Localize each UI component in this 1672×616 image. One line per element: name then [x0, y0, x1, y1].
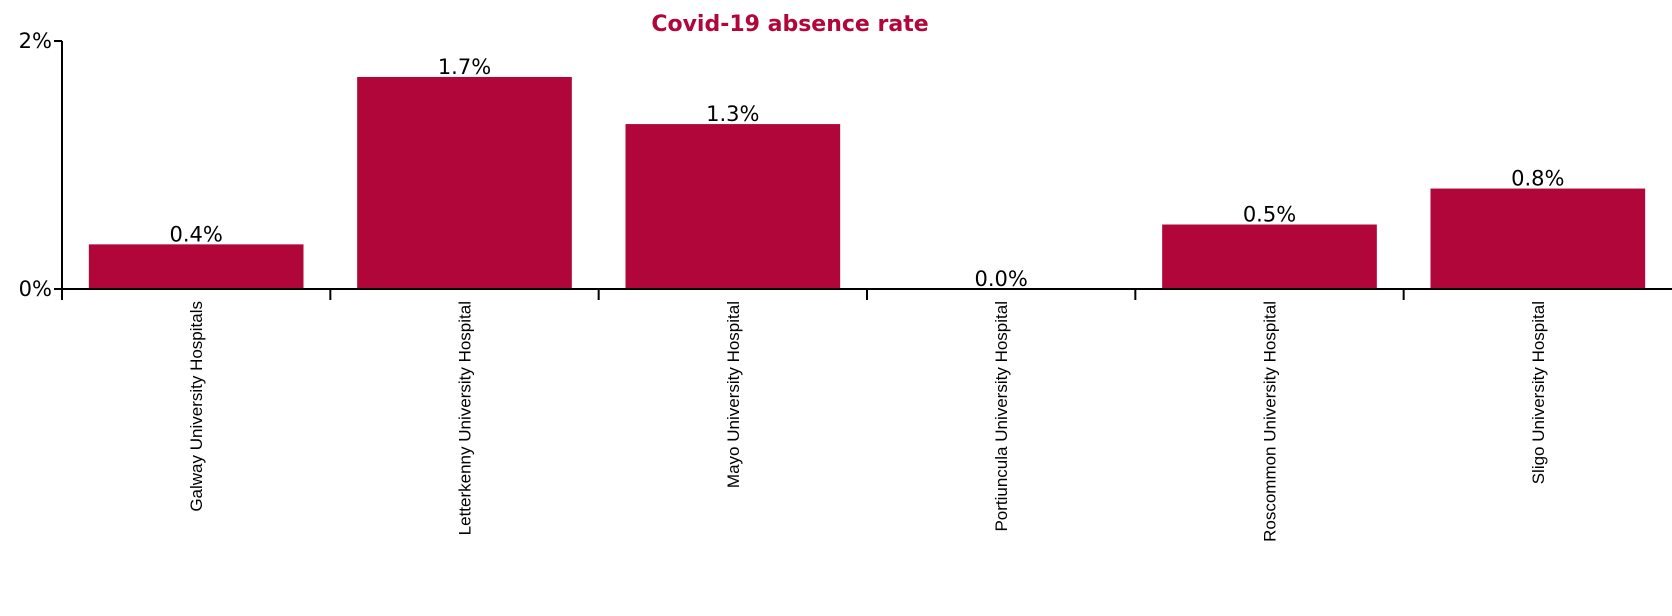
x-tick-label: Galway University Hospitals	[187, 301, 206, 512]
x-tick-label: Roscommon University Hospital	[1261, 301, 1280, 542]
bar	[88, 244, 304, 289]
x-tick-label: Portiuncula University Hospital	[992, 301, 1011, 532]
data-labels: 0.4% 1.7% 1.3% 0.0% 0.5% 0.8%	[169, 55, 1564, 291]
bar-data-label: 0.4%	[169, 222, 222, 246]
bar-data-label: 0.8%	[1511, 167, 1564, 191]
bar	[1430, 188, 1646, 289]
y-tick-label: 0%	[19, 277, 52, 301]
x-axis: Galway University Hospitals Letterkenny U…	[61, 288, 1672, 542]
x-tick-label: Letterkenny University Hospital	[456, 301, 475, 535]
bar	[1162, 224, 1377, 289]
bar	[625, 124, 841, 289]
chart-title: Covid-19 absence rate	[651, 12, 928, 37]
y-axis: 0% 2%	[19, 29, 63, 301]
x-tick-label: Mayo University Hospital	[724, 301, 743, 488]
y-tick-label: 2%	[19, 29, 52, 53]
bar-data-label: 0.0%	[974, 267, 1027, 291]
bar	[357, 76, 572, 290]
bar-data-label: 1.7%	[438, 55, 491, 79]
bar-data-label: 0.5%	[1243, 203, 1296, 227]
bar-data-label: 1.3%	[706, 102, 759, 126]
bars	[88, 76, 1646, 290]
x-tick-label: Sligo University Hospital	[1529, 301, 1548, 484]
